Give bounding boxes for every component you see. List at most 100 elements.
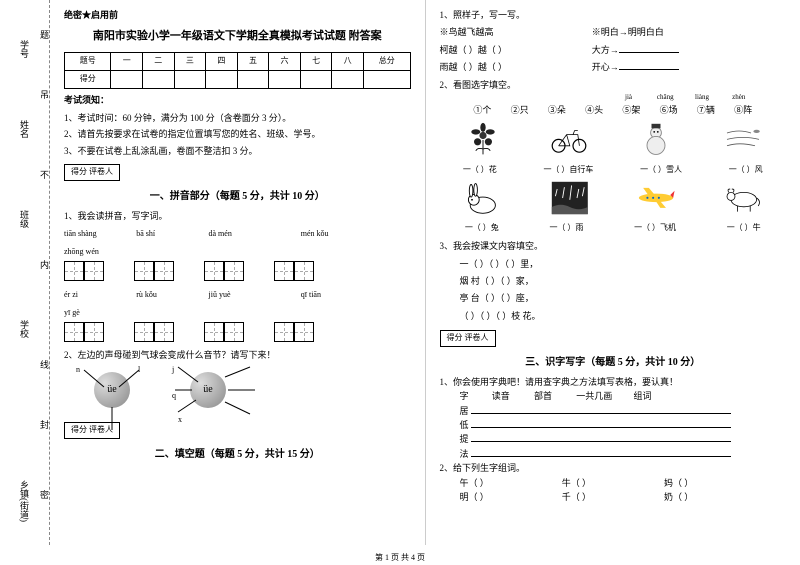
- pattern-right: 开心→: [592, 62, 619, 72]
- fill-line: 烟 村（ ）（ ）家，: [440, 274, 787, 288]
- score-row-label: 得分: [65, 70, 111, 88]
- score-header: 八: [332, 52, 364, 70]
- seal-line-char: 不: [38, 170, 51, 179]
- question-2: 2、看图选字填空。: [440, 78, 787, 92]
- notice-item: 3、不要在试卷上乱涂乱画，卷面不整洁扣 3 分。: [64, 144, 411, 158]
- snowman-icon: [636, 122, 676, 158]
- right-column: 1、照样子，写一写。 ※鸟越飞越高 ※明白→明明白白 柯越（ ）越（ ） 大方→…: [426, 0, 800, 545]
- notice-item: 2、请首先按要求在试卷的指定位置填写您的姓名、班级、学号。: [64, 127, 411, 141]
- section-2-title: 二、填空题（每题 5 分，共计 15 分）: [64, 447, 411, 463]
- score-header: 七: [300, 52, 332, 70]
- table-header: 部首: [534, 389, 574, 403]
- margin-label: 学号: [18, 40, 31, 58]
- pinyin: jiǔ yuè: [209, 289, 299, 302]
- img-label: 一（ ）花: [463, 164, 497, 177]
- table-header: 组词: [634, 389, 674, 403]
- choice: ⑤架: [614, 103, 649, 117]
- choice-pinyin: jià: [611, 92, 646, 103]
- choice-pinyin: liàng: [685, 92, 720, 103]
- margin-label: 乡镇(街道): [18, 480, 31, 522]
- pinyin: ér zi: [64, 289, 134, 302]
- score-header: 总分: [363, 52, 410, 70]
- question-2: 2、给下列生字组词。: [440, 461, 787, 475]
- word-group: 午（ ）: [460, 476, 560, 490]
- notice-item: 1、考试时间：60 分钟，满分为 100 分（含卷面分 3 分）。: [64, 111, 411, 125]
- fill-line: 一（ ）（ ）（ ）里，: [440, 257, 787, 271]
- cow-icon: [723, 180, 763, 216]
- choice: ⑧阵: [726, 103, 761, 117]
- pinyin: bā shí: [136, 228, 206, 241]
- table-header: 字: [460, 389, 490, 403]
- char-grid: [134, 322, 174, 342]
- word-group: 明（ ）: [460, 490, 560, 504]
- margin-label: 姓名: [18, 120, 31, 138]
- notice-title: 考试须知：: [64, 93, 411, 107]
- img-label: 一（ ）牛: [727, 222, 761, 235]
- table-row: 提: [440, 432, 787, 446]
- margin-label: 班级: [18, 210, 31, 228]
- question-2: 2、左边的声母碰到气球会变成什么音节？请写下来！: [64, 348, 411, 362]
- blank: [619, 43, 679, 53]
- choice: ④头: [577, 103, 612, 117]
- rain-icon: [549, 180, 589, 216]
- seal-line-char: 线: [38, 360, 51, 369]
- img-label: 一（ ）飞机: [634, 222, 676, 235]
- page-footer: 第 1 页 共 4 页: [0, 552, 800, 563]
- img-label: 一（ ）雪人: [640, 164, 682, 177]
- pinyin: mén kǒu: [301, 228, 371, 241]
- pinyin: zhōng wén: [64, 246, 134, 259]
- choice: ⑥场: [651, 103, 686, 117]
- balloon-diagram: n l üe j q x üe: [64, 372, 411, 408]
- section-1-title: 一、拼音部分（每题 5 分，共计 10 分）: [64, 189, 411, 205]
- char-grid: [274, 261, 314, 281]
- choice-pinyin: zhèn: [721, 92, 756, 103]
- char-grid: [204, 261, 244, 281]
- pattern-left: 雨越（ ）越（ ）: [440, 60, 590, 74]
- table-header: 读音: [492, 389, 532, 403]
- wind-icon: [723, 122, 763, 158]
- word-group: 妈（ ）: [664, 476, 764, 490]
- binding-margin: 学号 姓名 班级 学校 乡镇(街道) 题 吊 不 内 线 封 密: [0, 0, 50, 545]
- choice-pinyin: chǎng: [648, 92, 683, 103]
- word-group: 奶（ ）: [664, 490, 764, 504]
- seal-line-char: 内: [38, 260, 51, 269]
- char-grid: [64, 261, 104, 281]
- img-label: 一（ ）兔: [465, 222, 499, 235]
- example: ※鸟越飞越高: [440, 25, 590, 39]
- score-header: 四: [206, 52, 238, 70]
- choice: ①个: [465, 103, 500, 117]
- char-grid: [274, 322, 314, 342]
- fill-line: 亭 台（ ）（ ）座，: [440, 291, 787, 305]
- seal-line-char: 封: [38, 420, 51, 429]
- seal-line-char: 吊: [38, 90, 51, 99]
- seal-line-char: 题: [38, 30, 51, 39]
- airplane-icon: [636, 180, 676, 216]
- score-header: 题号: [65, 52, 111, 70]
- bicycle-icon: [549, 122, 589, 158]
- pinyin: tiān shàng: [64, 228, 134, 241]
- char-grid: [134, 261, 174, 281]
- pinyin: dà mén: [209, 228, 299, 241]
- score-box: 得分 评卷人: [64, 164, 120, 181]
- fill-line: （ ）（ ）（ ）枝 花。: [440, 309, 787, 323]
- blank: [619, 60, 679, 70]
- exam-title: 南阳市实验小学一年级语文下学期全真模拟考试试题 附答案: [64, 28, 411, 46]
- table-row: 法: [440, 447, 787, 461]
- score-box: 得分 评卷人: [440, 330, 496, 347]
- pinyin: qī tiān: [301, 289, 371, 302]
- choice: ②只: [502, 103, 537, 117]
- question-3: 3、我会按课文内容填空。: [440, 239, 787, 253]
- img-label: 一（ ）雨: [549, 222, 583, 235]
- pinyin: rù kǒu: [136, 289, 206, 302]
- example: ※明白→明明白白: [592, 27, 664, 37]
- score-header: 三: [174, 52, 206, 70]
- table-header: 一共几画: [576, 389, 631, 403]
- pinyin: yī gè: [64, 307, 134, 320]
- word-group: 千（ ）: [562, 490, 662, 504]
- img-label: 一（ ）风: [729, 164, 763, 177]
- pattern-right: 大方→: [592, 45, 619, 55]
- score-header: 五: [237, 52, 269, 70]
- char-grid: [204, 322, 244, 342]
- confidential-label: 绝密★启用前: [64, 8, 411, 22]
- pattern-left: 柯越（ ）越（ ）: [440, 43, 590, 57]
